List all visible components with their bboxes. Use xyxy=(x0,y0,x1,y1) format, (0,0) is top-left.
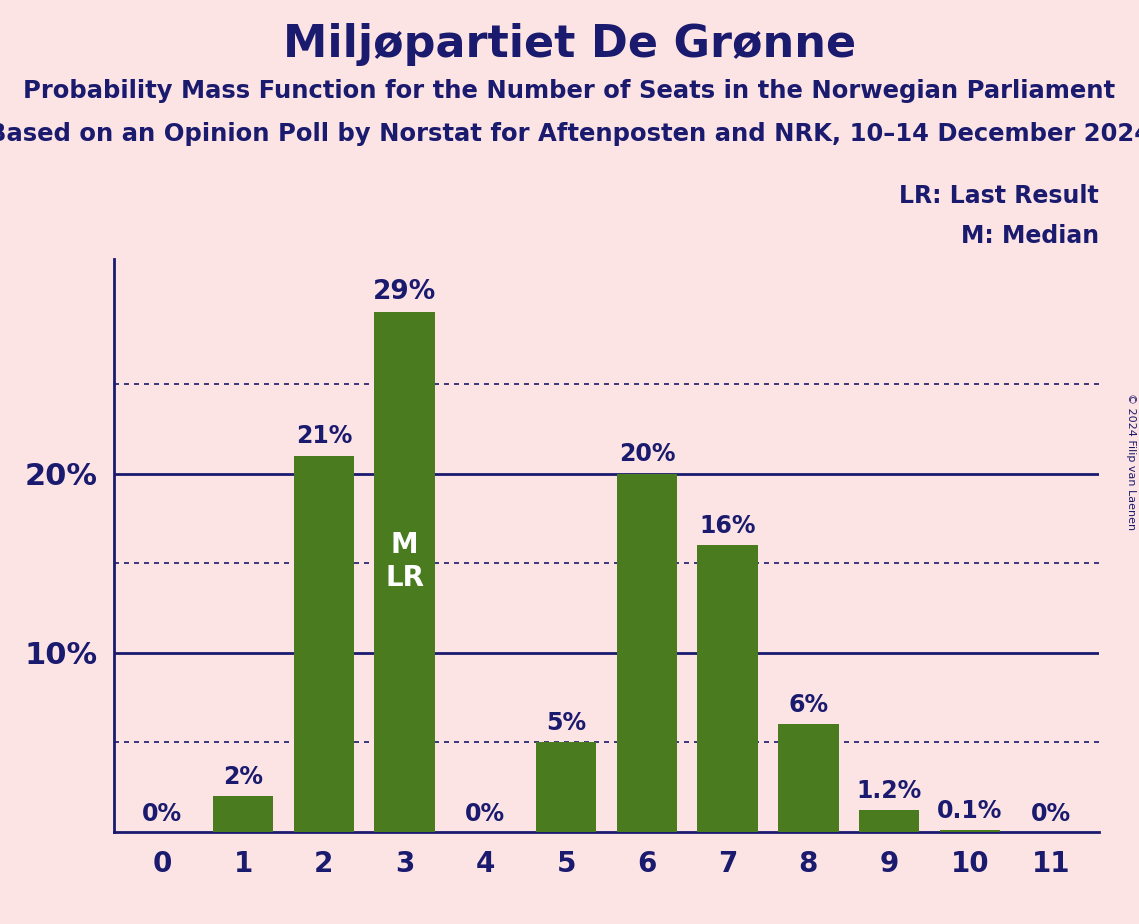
Text: 0%: 0% xyxy=(1031,802,1071,826)
Bar xyxy=(616,473,678,832)
Text: 0%: 0% xyxy=(466,802,506,826)
Text: Miljøpartiet De Grønne: Miljøpartiet De Grønne xyxy=(282,23,857,67)
Bar xyxy=(213,796,273,832)
Text: 20%: 20% xyxy=(618,443,675,467)
Text: 21%: 21% xyxy=(296,424,352,448)
Text: 29%: 29% xyxy=(372,279,436,305)
Text: 0%: 0% xyxy=(142,802,182,826)
Text: 5%: 5% xyxy=(546,711,587,735)
Text: M
LR: M LR xyxy=(385,531,424,592)
Bar xyxy=(375,312,435,832)
Bar xyxy=(940,830,1000,832)
Text: © 2024 Filip van Laenen: © 2024 Filip van Laenen xyxy=(1126,394,1136,530)
Text: 16%: 16% xyxy=(699,514,756,538)
Bar xyxy=(535,742,597,832)
Bar xyxy=(859,810,919,832)
Text: Probability Mass Function for the Number of Seats in the Norwegian Parliament: Probability Mass Function for the Number… xyxy=(24,79,1115,103)
Bar xyxy=(697,545,757,832)
Text: LR: Last Result: LR: Last Result xyxy=(900,184,1099,208)
Bar xyxy=(778,724,838,832)
Text: M: Median: M: Median xyxy=(961,225,1099,249)
Text: 0.1%: 0.1% xyxy=(937,798,1002,822)
Text: 6%: 6% xyxy=(788,693,828,717)
Text: Based on an Opinion Poll by Norstat for Aftenposten and NRK, 10–14 December 2024: Based on an Opinion Poll by Norstat for … xyxy=(0,122,1139,146)
Text: 2%: 2% xyxy=(223,765,263,789)
Bar xyxy=(294,456,354,832)
Text: 1.2%: 1.2% xyxy=(857,779,921,803)
